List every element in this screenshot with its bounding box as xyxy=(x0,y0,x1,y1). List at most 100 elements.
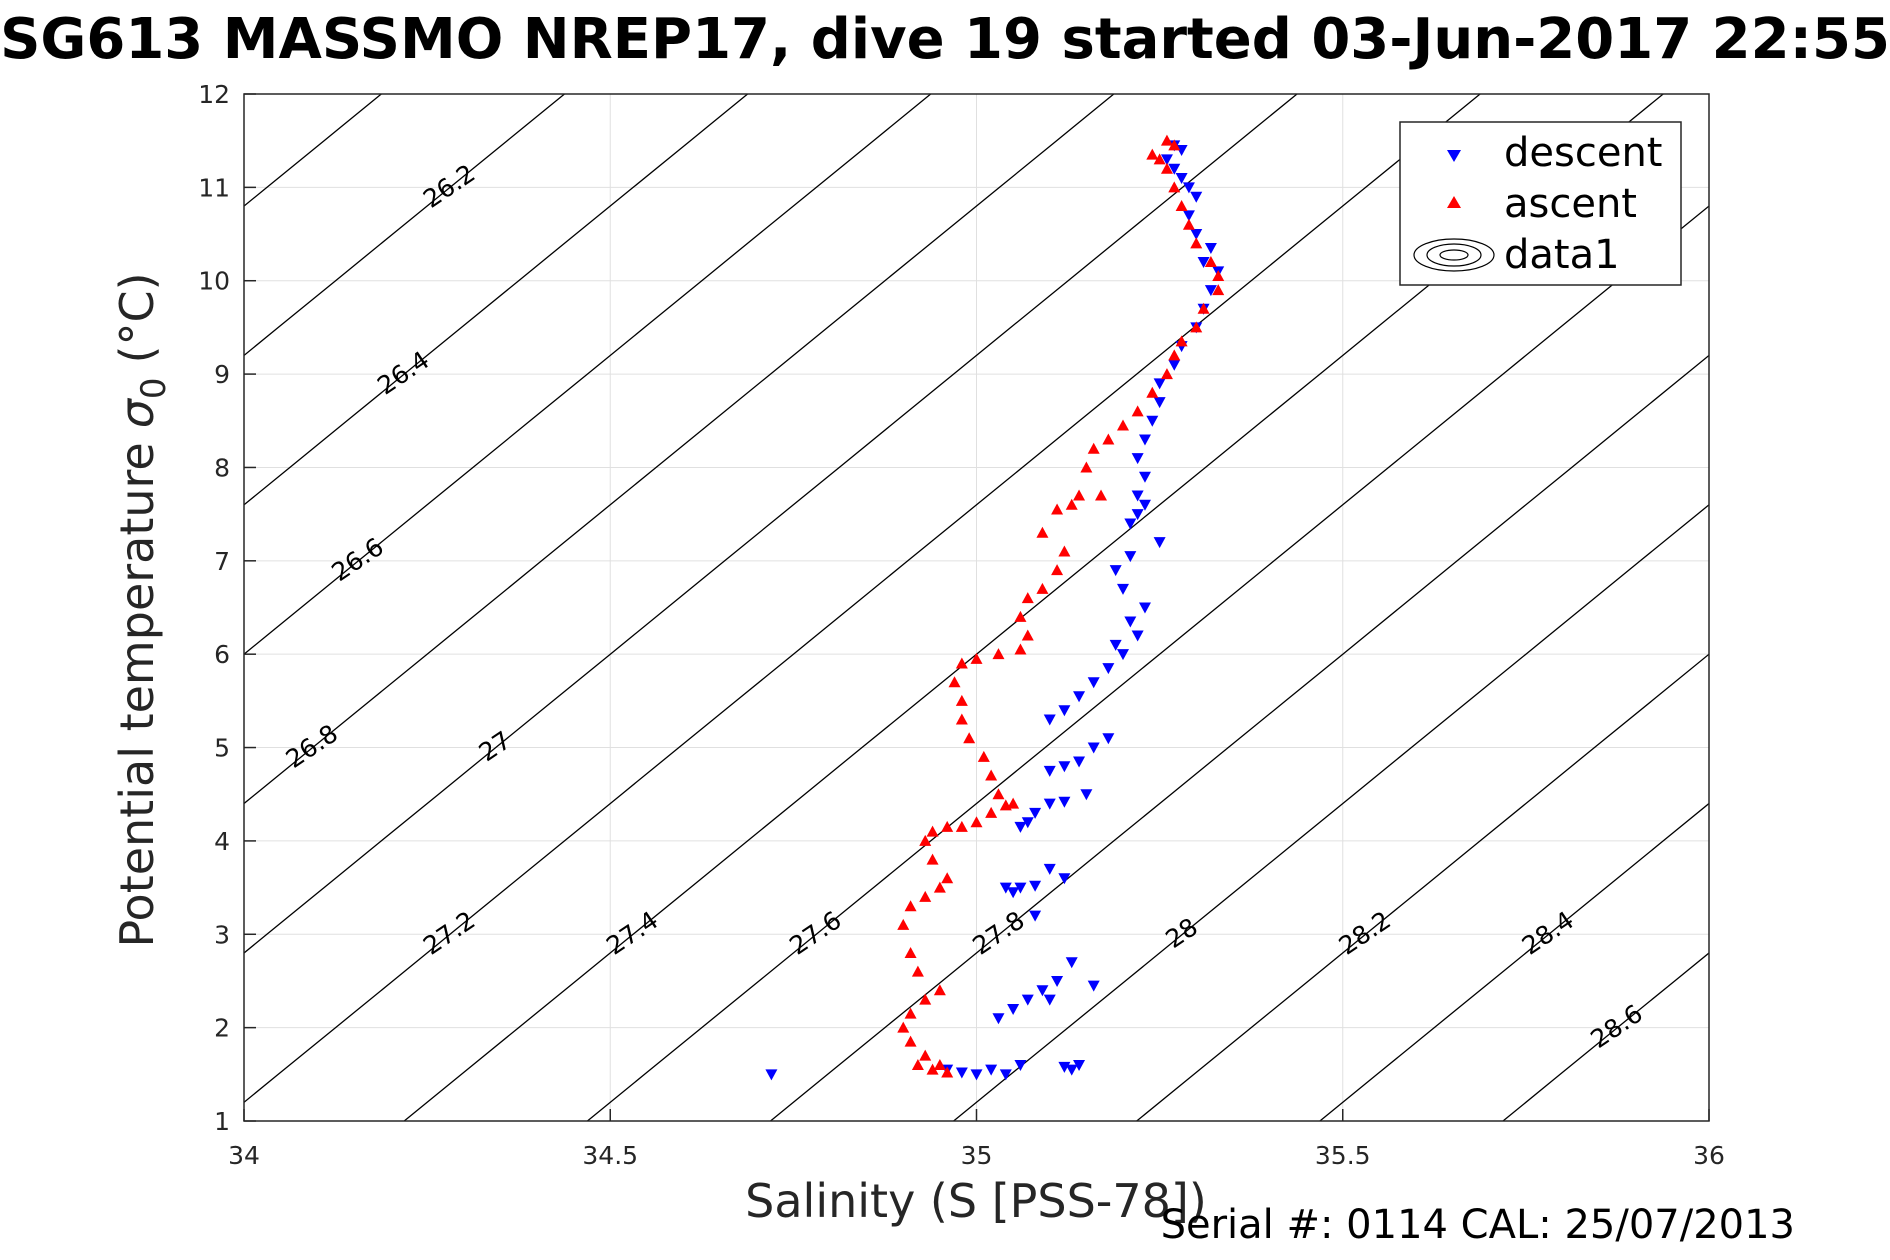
descent-point xyxy=(1153,537,1166,549)
ascent-point xyxy=(985,769,998,781)
x-tick-label: 35 xyxy=(961,1141,993,1170)
ascent-point xyxy=(955,713,968,725)
descent-point xyxy=(765,1069,778,1081)
ascent-point xyxy=(1168,139,1181,151)
ascent-point xyxy=(1117,419,1129,431)
ascent-point xyxy=(1175,335,1188,347)
descent-point xyxy=(1029,880,1042,892)
descent-point xyxy=(999,1069,1012,1081)
descent-point xyxy=(1190,229,1203,241)
contour-line-27 xyxy=(244,94,1299,954)
contour-line-27.6 xyxy=(586,205,1709,1121)
ascent-point xyxy=(1021,629,1034,641)
descent-point xyxy=(1204,243,1217,255)
ascent-point xyxy=(1146,386,1159,398)
descent-point xyxy=(1138,499,1151,511)
ascent-point xyxy=(970,816,983,828)
legend-descent-marker xyxy=(1447,150,1461,162)
ascent-point xyxy=(1212,284,1225,296)
ascent-point xyxy=(919,993,932,1005)
x-tick-label: 35.5 xyxy=(1315,1141,1371,1170)
descent-point xyxy=(1021,817,1034,829)
descent-point xyxy=(1131,509,1144,521)
ascent-point xyxy=(911,1058,924,1070)
descent-point xyxy=(1138,471,1151,483)
ascent-point xyxy=(955,820,968,832)
ascent-point xyxy=(1160,162,1173,174)
ascent-point xyxy=(1021,592,1034,604)
descent-point xyxy=(1080,789,1093,801)
x-axis-label: Salinity (S [PSS-78]) xyxy=(745,1174,1207,1228)
descent-point xyxy=(1182,182,1195,194)
descent-point xyxy=(1146,415,1159,427)
contour-line-28 xyxy=(952,503,1709,1121)
contour-line-27.8 xyxy=(769,354,1709,1121)
ascent-point xyxy=(1168,181,1181,193)
descent-point xyxy=(1168,163,1181,175)
descent-point xyxy=(1204,285,1217,297)
descent-point xyxy=(1043,994,1056,1006)
y-tick-label: 9 xyxy=(214,360,230,389)
ascent-point xyxy=(1160,368,1173,380)
serial-cal-footer: Serial #: 0114 CAL: 25/07/2013 xyxy=(1161,1202,1795,1248)
descent-point xyxy=(1109,639,1122,651)
ascent-point xyxy=(1095,489,1108,501)
contour-line-27.2 xyxy=(244,94,1482,1104)
descent-point xyxy=(1021,994,1034,1006)
ascent-point xyxy=(1051,503,1064,515)
descent-point xyxy=(1153,378,1166,390)
descent-point xyxy=(1182,210,1195,222)
descent-point xyxy=(1153,397,1166,409)
contour-line-26.4 xyxy=(244,94,749,506)
descent-point xyxy=(1168,359,1181,371)
y-tick-label: 12 xyxy=(198,80,230,109)
series-ascent xyxy=(897,134,1225,1078)
ascent-point xyxy=(919,834,932,846)
ascent-point xyxy=(1007,797,1020,809)
y-axis-label: Potential temperature σ0 (°C) xyxy=(110,272,174,947)
contour-line-26 xyxy=(244,94,383,207)
descent-point xyxy=(1175,173,1188,185)
ascent-point xyxy=(926,853,939,865)
descent-point xyxy=(992,1013,1005,1025)
ascent-point xyxy=(1087,442,1100,454)
ascent-point xyxy=(904,1035,917,1047)
y-tick-label: 1 xyxy=(214,1107,230,1136)
descent-point xyxy=(1073,691,1086,703)
descent-point xyxy=(1131,490,1144,502)
ascent-point xyxy=(1051,564,1064,576)
ascent-point xyxy=(1190,321,1203,333)
ascent-point xyxy=(1146,148,1159,160)
ascent-point xyxy=(919,890,932,902)
descent-point xyxy=(1029,807,1042,819)
ascent-point xyxy=(1036,526,1049,538)
y-tick-label: 10 xyxy=(198,267,230,296)
descent-point xyxy=(1007,887,1020,899)
y-axis-label-unit: (°C) xyxy=(110,272,164,363)
ascent-point xyxy=(1153,153,1166,165)
descent-point xyxy=(1073,756,1086,768)
ascent-point xyxy=(933,881,946,893)
ascent-point xyxy=(985,806,998,818)
descent-point xyxy=(1087,677,1100,689)
ascent-point xyxy=(1197,302,1210,314)
descent-point xyxy=(1117,649,1129,661)
legend-ascent-marker xyxy=(1447,196,1461,208)
contour-line-26.8 xyxy=(244,94,1115,805)
descent-point xyxy=(955,1067,968,1079)
ascent-point xyxy=(1036,582,1049,594)
ascent-point xyxy=(1168,349,1181,361)
descent-point xyxy=(1065,957,1078,969)
ascent-point xyxy=(897,1021,910,1033)
legend: descent ascent data1 xyxy=(1399,121,1682,286)
ascent-point xyxy=(941,820,954,832)
contour-line-28.6 xyxy=(1501,952,1709,1121)
x-tick-label: 36 xyxy=(1693,1141,1725,1170)
x-tick-label: 34.5 xyxy=(582,1141,638,1170)
ascent-point xyxy=(1204,256,1217,268)
descent-point xyxy=(1007,1003,1020,1015)
descent-point xyxy=(985,1064,998,1076)
ascent-point xyxy=(992,788,1005,800)
descent-point xyxy=(1087,742,1100,754)
